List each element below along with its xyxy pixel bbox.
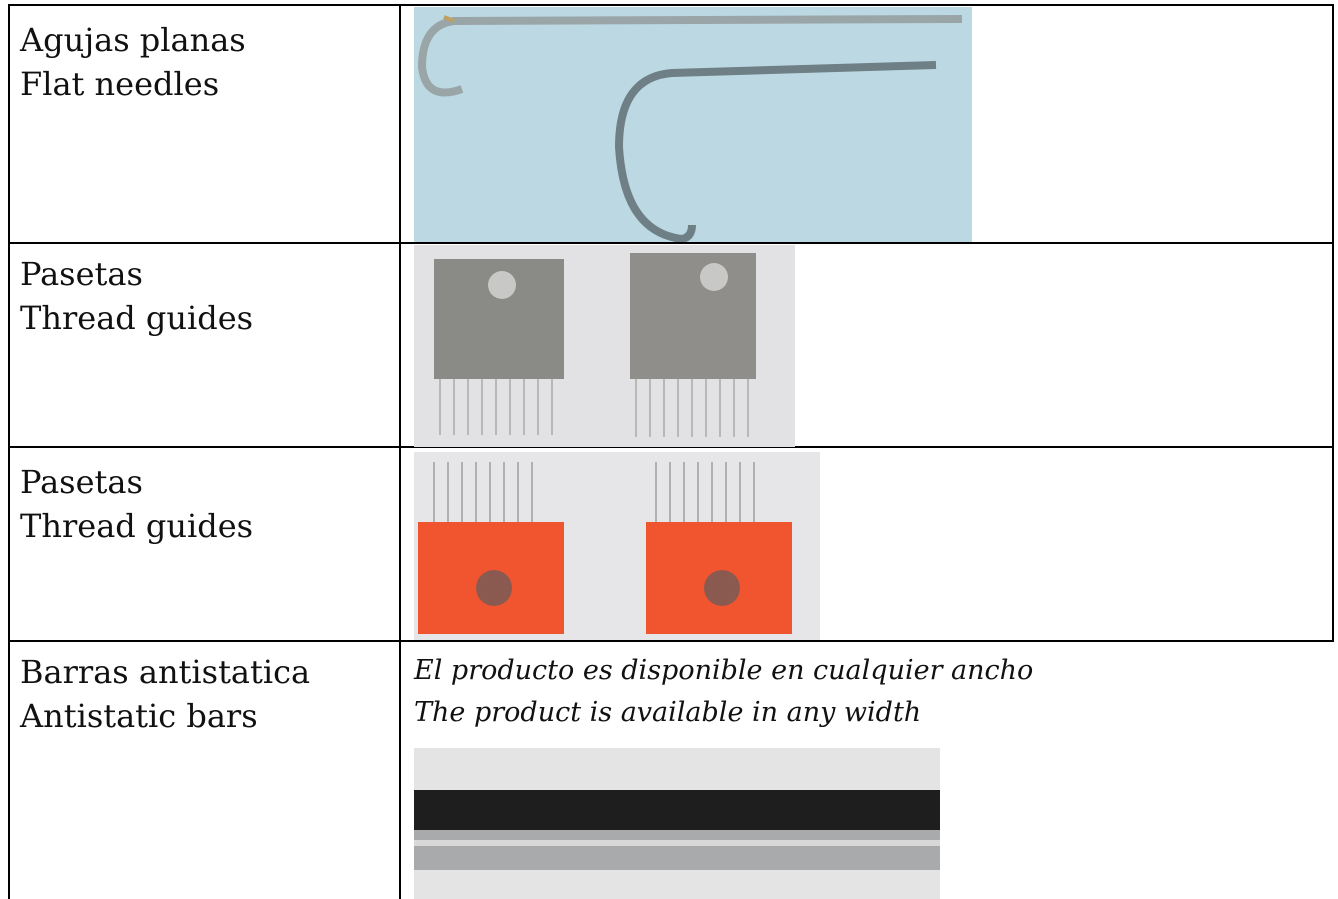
label-line: Thread guides [20, 507, 254, 545]
label-line: Pasetas [20, 255, 143, 293]
thread-guides-photo [414, 245, 795, 447]
caption-line: The product is available in any width [414, 697, 922, 728]
border [8, 640, 1334, 642]
needles-photo [414, 7, 972, 242]
border [8, 242, 1334, 244]
antistatic-bar-photo [414, 748, 940, 899]
caption-line: El producto es disponible en cualquier a… [414, 655, 1034, 686]
label-line: Pasetas [20, 463, 143, 501]
label-line: Agujas planas [20, 21, 246, 59]
row-label: Agujas planas Flat needles [20, 18, 246, 106]
thread-guides-red-photo [414, 452, 820, 640]
label-line: Barras antistatica [20, 653, 311, 691]
row-label: Barras antistatica Antistatic bars [20, 650, 310, 738]
label-line: Antistatic bars [20, 697, 258, 735]
caption: El producto es disponible en cualquier a… [414, 650, 1033, 734]
label-line: Thread guides [20, 299, 254, 337]
border [8, 5, 10, 899]
border [399, 5, 401, 899]
border [8, 4, 1334, 6]
row-label: Pasetas Thread guides [20, 460, 253, 548]
label-line: Flat needles [20, 65, 220, 103]
border [8, 446, 1334, 448]
row-label: Pasetas Thread guides [20, 252, 253, 340]
border [1332, 5, 1334, 641]
